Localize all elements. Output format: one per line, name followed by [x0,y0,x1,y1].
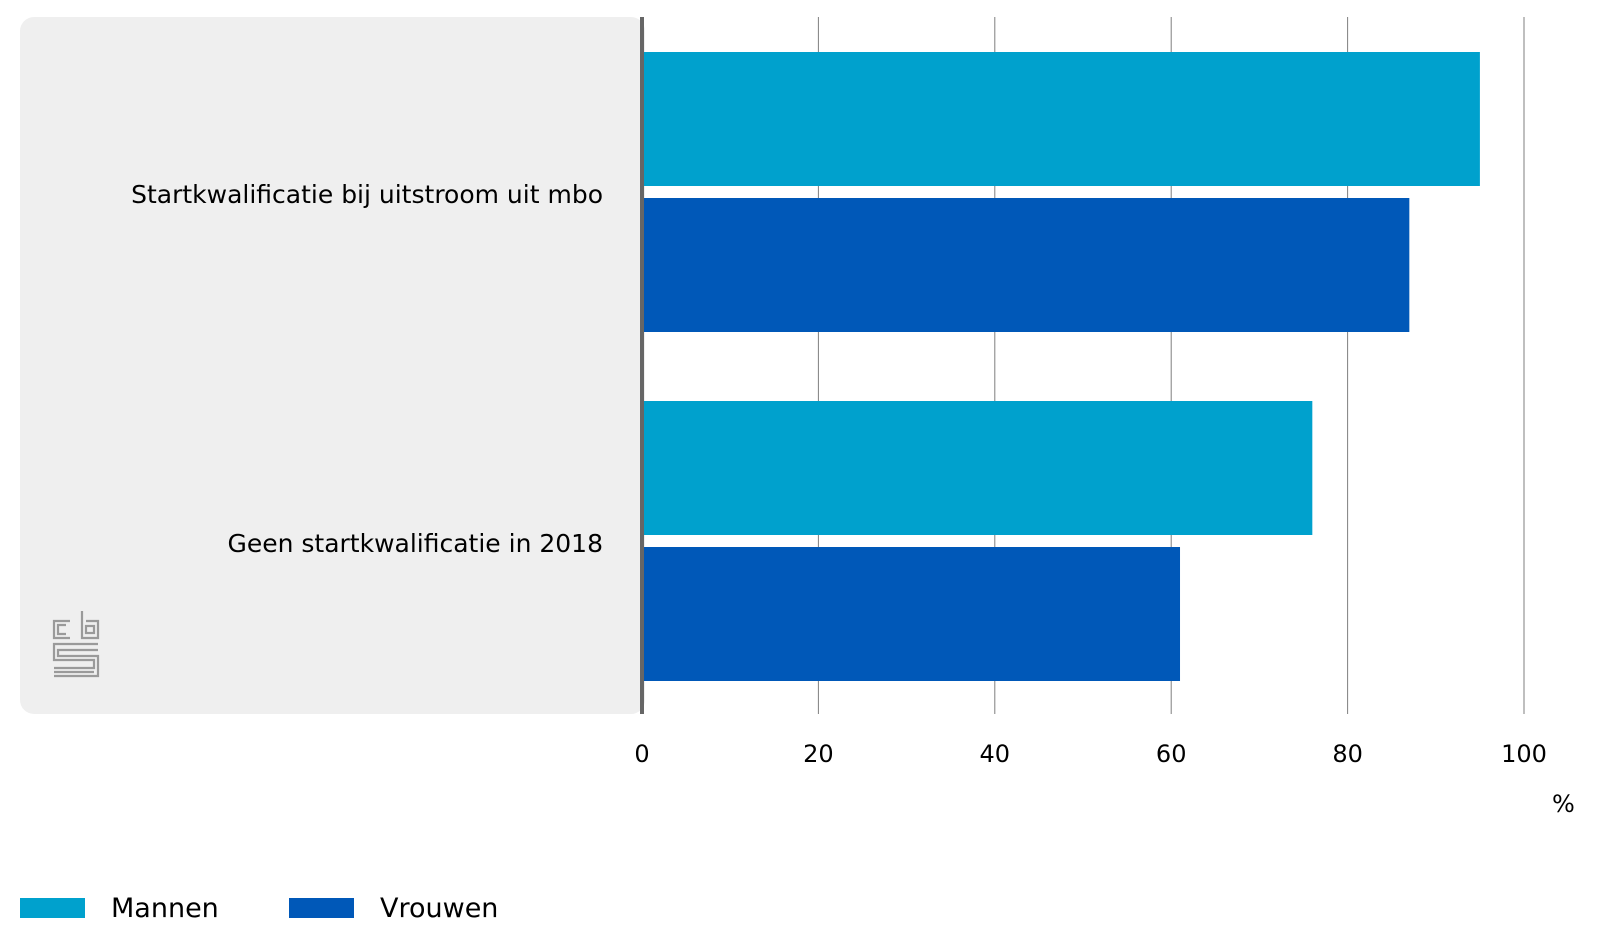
x-axis-unit-label: % [1552,790,1575,818]
legend-swatch [289,898,354,918]
legend-label: Vrouwen [380,893,498,924]
x-tick-label: 60 [1156,740,1187,768]
bar [642,401,1313,535]
x-tick-label: 100 [1501,740,1547,768]
bar [642,547,1181,681]
x-tick-label: 80 [1332,740,1363,768]
x-tick-labels: 0 20 40 60 80 100 [634,740,1547,768]
bar [642,52,1480,186]
bars [642,52,1480,681]
legend-label: Mannen [111,893,219,924]
bar [642,198,1410,332]
label-panel [20,17,645,714]
category-label: Startkwalificatie bij uitstroom uit mbo [131,180,603,209]
category-label: Geen startkwalificatie in 2018 [227,529,603,558]
x-tick-label: 40 [980,740,1011,768]
category-labels: Startkwalificatie bij uitstroom uit mbo G… [131,180,603,558]
legend-swatch [20,898,85,918]
legend: Mannen Vrouwen [20,893,498,924]
x-tick-label: 20 [803,740,834,768]
x-tick-label: 0 [634,740,649,768]
cbs-logo-icon [52,611,100,678]
